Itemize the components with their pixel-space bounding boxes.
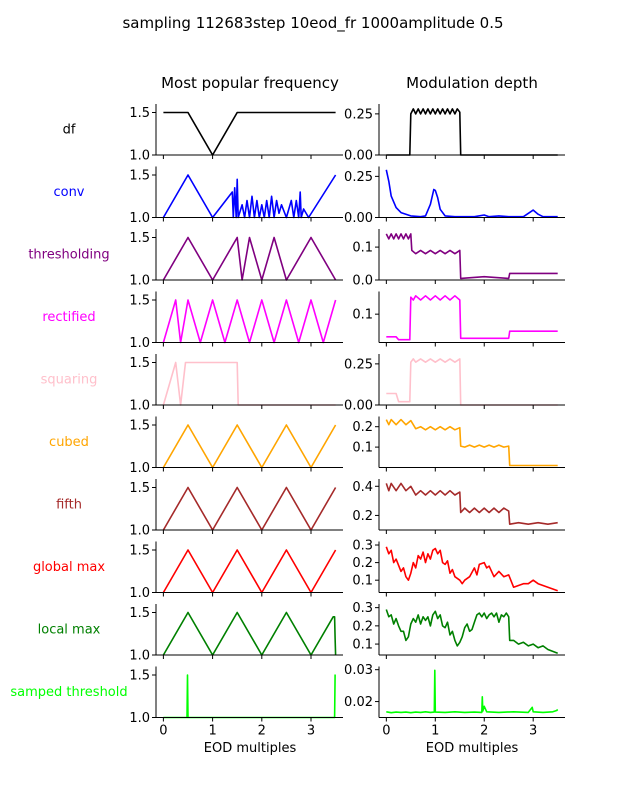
series-line-left — [162, 299, 337, 344]
y-tick-label: 0.2 — [352, 509, 373, 524]
x-tick-label: 2 — [480, 724, 488, 739]
y-tick-label: 1.0 — [129, 399, 150, 414]
y-tick-label: 1.0 — [129, 711, 150, 726]
row-label: cubed — [49, 435, 89, 450]
row-fifth: fifth 1.0 1.5 0.2 0.4 — [56, 479, 565, 539]
row-label: squaring — [41, 373, 98, 388]
row-label: conv — [53, 185, 84, 200]
y-tick-label: 1.5 — [129, 231, 150, 246]
row-label: rectified — [42, 310, 95, 325]
y-tick-label: 1.5 — [129, 669, 150, 684]
panels: df1.01.50.000.25conv1.01.50.000.25thresh… — [10, 104, 565, 739]
series-line-right — [385, 546, 558, 592]
y-tick-label: 1.0 — [129, 149, 150, 164]
y-tick-label: 1.0 — [129, 586, 150, 601]
row-local-max: local max 1.0 1.5 0.1 0.2 0.3 — [38, 601, 565, 664]
y-tick-label: 1.5 — [129, 481, 150, 496]
y-tick-label: 1.5 — [129, 169, 150, 184]
y-tick-label: 1.5 — [129, 606, 150, 621]
series-line-left — [162, 236, 337, 281]
row-squaring: squaring 1.0 1.5 0.00 0.25 — [41, 354, 565, 414]
x-tick-label: 0 — [382, 724, 390, 739]
series-line-right — [385, 233, 558, 280]
series-line-left — [162, 549, 337, 594]
y-tick-label: 1.0 — [129, 274, 150, 289]
row-label: local max — [38, 623, 101, 638]
x-tick-label: 1 — [431, 724, 439, 739]
x-tick-label: 2 — [258, 724, 266, 739]
series-line-left — [163, 674, 336, 719]
y-tick-label: 1.5 — [129, 106, 150, 121]
y-tick-label: 0.00 — [344, 149, 373, 164]
row-label: thresholding — [28, 248, 109, 263]
row-label: fifth — [56, 498, 82, 513]
row-global-max: global max 1.0 1.5 0.1 0.2 0.3 — [33, 539, 565, 601]
y-tick-label: 0.25 — [344, 357, 373, 372]
y-tick-label: 0.00 — [344, 211, 373, 226]
x-tick-label: 1 — [208, 724, 216, 739]
y-tick-label: 0.25 — [344, 170, 373, 185]
series-line-left — [162, 174, 337, 219]
series-line-right — [385, 418, 558, 467]
y-tick-label: 0.1 — [352, 574, 373, 589]
row-rectified: rectified 1.0 1.5 0.1 — [42, 291, 565, 351]
series-line-right — [385, 482, 558, 525]
right-xlabel: EOD multiples — [426, 741, 519, 756]
y-tick-label: 0.2 — [352, 420, 373, 435]
series-line-left — [162, 361, 336, 406]
row-conv: conv 1.0 1.5 0.00 0.25 — [53, 166, 565, 226]
row-thresholding: thresholding 1.0 1.5 0.0 0.1 — [28, 229, 565, 289]
series-line-right — [385, 169, 558, 218]
y-tick-label: 1.5 — [129, 356, 150, 371]
row-label: df — [63, 123, 76, 138]
series-line-left — [162, 486, 337, 531]
series-line-right — [385, 609, 558, 654]
x-tick-label: 0 — [159, 724, 167, 739]
y-tick-label: 1.5 — [129, 544, 150, 559]
y-tick-label: 0.25 — [344, 107, 373, 122]
series-line-left — [162, 424, 337, 469]
y-tick-label: 0.2 — [352, 619, 373, 634]
y-tick-label: 0.2 — [352, 556, 373, 571]
y-tick-label: 1.0 — [129, 649, 150, 664]
figure-title: sampling 112683step 10eod_fr 1000amplitu… — [122, 14, 503, 33]
y-tick-label: 0.4 — [352, 480, 373, 495]
row-label: global max — [33, 560, 105, 575]
row-cubed: cubed 1.0 1.5 0.1 0.2 — [49, 416, 565, 476]
y-tick-label: 0.1 — [352, 308, 373, 323]
y-tick-label: 1.0 — [129, 211, 150, 226]
left-column-title: Most popular frequency — [161, 74, 339, 92]
y-tick-label: 0.00 — [344, 399, 373, 414]
x-tick-label: 3 — [307, 724, 315, 739]
series-line-right — [386, 669, 559, 714]
y-tick-label: 0.1 — [352, 241, 373, 256]
series-line-right — [386, 358, 558, 406]
row-label: samped threshold — [10, 685, 127, 700]
y-tick-label: 0.3 — [352, 601, 373, 616]
row-df: df 1.0 1.5 0.00 0.25 — [63, 104, 565, 164]
y-tick-label: 0.02 — [344, 695, 373, 710]
series-line-left — [163, 111, 336, 156]
y-tick-label: 1.5 — [129, 294, 150, 309]
x-tick-label: 3 — [529, 724, 537, 739]
y-tick-label: 1.5 — [129, 419, 150, 434]
y-tick-label: 1.0 — [129, 524, 150, 539]
y-tick-label: 0.3 — [352, 539, 373, 554]
y-tick-label: 1.0 — [129, 336, 150, 351]
y-tick-label: 0.0 — [352, 274, 373, 289]
y-tick-label: 0.03 — [344, 663, 373, 678]
y-tick-label: 0.1 — [352, 638, 373, 653]
y-tick-label: 1.0 — [129, 461, 150, 476]
series-line-right — [386, 295, 558, 341]
right-column-title: Modulation depth — [406, 74, 538, 92]
series-line-right — [386, 108, 558, 156]
left-xlabel: EOD multiples — [204, 741, 297, 756]
series-line-left — [162, 611, 337, 656]
y-tick-label: 0.1 — [352, 441, 373, 456]
